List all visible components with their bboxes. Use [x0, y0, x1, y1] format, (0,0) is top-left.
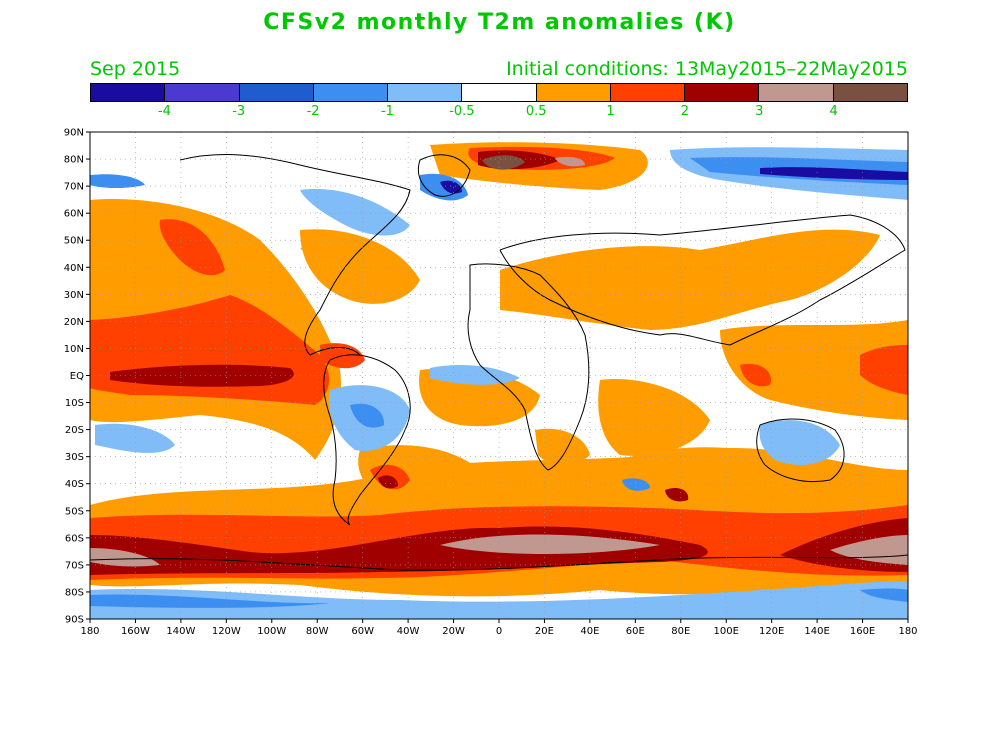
- southern-ocean-brown-west: [90, 548, 160, 567]
- south-pacific-blue-patch: [95, 423, 175, 453]
- initial-conditions-label: Initial conditions: 13May2015–22May2015: [506, 58, 908, 80]
- lat-tick-label: 90N: [64, 128, 84, 139]
- colorbar-swatch: [165, 84, 240, 101]
- colorbar: [90, 83, 908, 102]
- lon-tick-label: 60W: [351, 626, 374, 637]
- southern-africa-orange: [535, 428, 590, 466]
- indian-blue-patch: [622, 478, 650, 491]
- colorbar-swatch: [833, 84, 907, 101]
- lon-tick-label: 80W: [306, 626, 329, 637]
- lat-tick-label: 70S: [65, 560, 84, 571]
- colorbar-label: 2: [680, 104, 690, 119]
- south-indian-orange: [620, 447, 800, 494]
- lat-tick-label: 50N: [64, 236, 84, 247]
- colorbar-label: -2: [306, 104, 320, 119]
- colorbar-label: -1: [380, 104, 394, 119]
- lat-tick-label: 90S: [65, 615, 84, 626]
- australia-blue: [759, 420, 840, 465]
- lat-tick-label: 40N: [64, 263, 84, 274]
- antarctic-mid-blue: [90, 594, 330, 608]
- colorbar-label: -0.5: [449, 104, 475, 119]
- lat-tick-label: 60S: [65, 533, 84, 544]
- lon-tick-label: 40W: [397, 626, 420, 637]
- colorbar-swatch: [388, 84, 463, 101]
- siberian-darkblue: [760, 167, 908, 180]
- eurasia-orange: [500, 229, 880, 330]
- colorbar-label: 4: [829, 104, 838, 119]
- southern-ocean-brown-patch: [440, 534, 660, 555]
- indian-ocean-orange: [598, 379, 710, 456]
- indonesia-red-patch: [740, 363, 771, 387]
- colorbar-swatch: [313, 84, 389, 101]
- lon-tick-label: 100E: [714, 626, 739, 637]
- lon-tick-label: 80E: [671, 626, 690, 637]
- nino-darkred-core: [110, 364, 294, 387]
- colorbar-label: 0.5: [525, 104, 547, 119]
- lon-tick-label: 60E: [626, 626, 645, 637]
- lon-tick-label: 160E: [850, 626, 875, 637]
- lon-tick-label: 120E: [759, 626, 784, 637]
- lat-tick-label: 50S: [65, 506, 84, 517]
- lat-tick-label: 80N: [64, 155, 84, 166]
- greenland-darkblue: [440, 180, 462, 194]
- lat-tick-label: 10N: [64, 344, 84, 355]
- lat-tick-label: EQ: [70, 371, 84, 382]
- lon-tick-label: 120W: [212, 626, 241, 637]
- colorbar-label: 3: [755, 104, 764, 119]
- lon-tick-label: 160W: [121, 626, 150, 637]
- colorbar-swatch: [759, 84, 834, 101]
- tropical-atlantic-orange: [419, 368, 540, 427]
- lat-tick-label: 20S: [65, 425, 84, 436]
- south-atlantic-darkred: [378, 475, 398, 489]
- antarctic-blue-band: [90, 581, 908, 619]
- lat-tick-label: 30S: [65, 452, 84, 463]
- lon-tick-label: 0: [496, 626, 502, 637]
- lat-tick-label: 10S: [65, 398, 84, 409]
- colorbar-label: -3: [232, 104, 246, 119]
- lat-tick-label: 80S: [65, 587, 84, 598]
- southern-ocean-brown-east: [830, 535, 908, 565]
- longitude-axis: 180 160W 140W 120W 100W 80W 60W 40W 20W 0 20E 40E 60…: [80, 619, 918, 637]
- lat-tick-label: 30N: [64, 290, 84, 301]
- colorbar-swatch: [685, 84, 760, 101]
- lon-tick-label: 140E: [804, 626, 829, 637]
- colorbar-swatch: [536, 84, 611, 101]
- colorbar-labels: -4 -3 -2 -1 -0.5 0.5 1 2 3 4: [90, 104, 908, 120]
- colorbar-swatch: [91, 84, 166, 101]
- alaska-blue: [90, 174, 145, 189]
- arctic-brown: [482, 155, 525, 170]
- lon-tick-label: 20E: [535, 626, 554, 637]
- graticule: [90, 132, 908, 619]
- lon-tick-label: 180: [80, 626, 99, 637]
- north-atlantic-orange: [300, 229, 420, 304]
- coastlines: [90, 154, 908, 571]
- lon-tick-label: 40E: [580, 626, 599, 637]
- colorbar-swatch: [239, 84, 314, 101]
- south-indian-darkred: [665, 488, 689, 502]
- lat-tick-label: 70N: [64, 182, 84, 193]
- south-america-mid-blue: [350, 403, 385, 428]
- colorbar-label: -4: [157, 104, 171, 119]
- map-title: CFSv2 monthly T2m anomalies (K): [263, 10, 736, 35]
- west-pacific-red: [860, 345, 908, 395]
- lon-tick-label: 140W: [166, 626, 195, 637]
- colorbar-swatch: [610, 84, 686, 101]
- latitude-axis: 90N 80N 70N 60N 50N 40N 30N 20N 10N EQ 10S 20S 30S 40…: [64, 128, 90, 626]
- canada-blue: [300, 189, 410, 236]
- lat-tick-label: 20N: [64, 317, 84, 328]
- lat-tick-label: 40S: [65, 479, 84, 490]
- colorbar-label: 1: [606, 104, 615, 119]
- valid-month-label: Sep 2015: [90, 58, 181, 80]
- colorbar-swatch: [462, 84, 537, 101]
- lon-tick-label: 20W: [442, 626, 465, 637]
- lon-tick-label: 100W: [257, 626, 286, 637]
- lon-tick-label: 180: [898, 626, 917, 637]
- arctic-pink: [555, 156, 585, 167]
- lat-tick-label: 60N: [64, 209, 84, 220]
- west-pacific-orange: [720, 320, 908, 420]
- pacific-red-northeast: [159, 219, 225, 276]
